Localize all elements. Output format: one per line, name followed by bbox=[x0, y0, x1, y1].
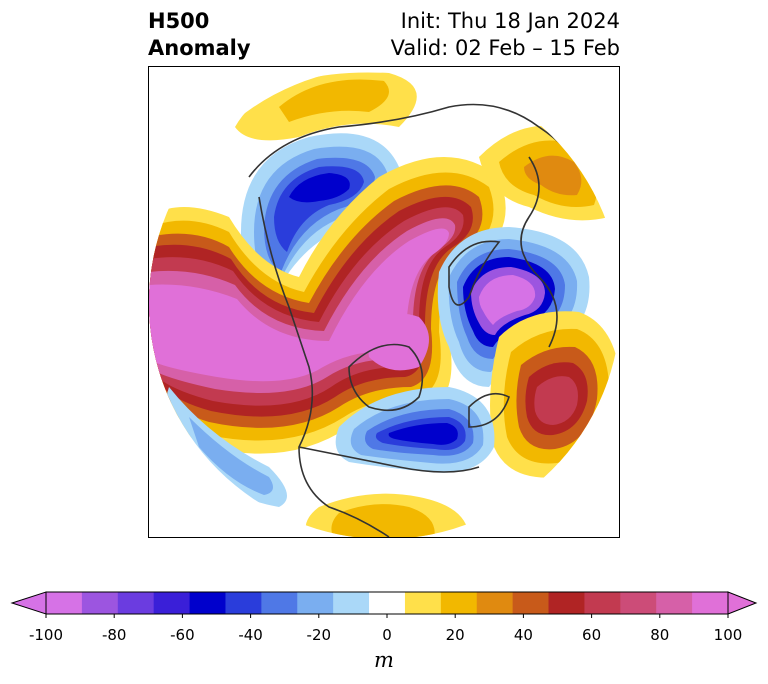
title-line-1: H500 bbox=[148, 9, 210, 33]
colorbar-tick-label: -40 bbox=[238, 626, 263, 644]
colorbar-segment bbox=[512, 592, 550, 614]
colorbar-segment bbox=[46, 592, 83, 614]
colorbar-segment bbox=[297, 592, 334, 614]
colorbar-segment bbox=[333, 592, 370, 614]
colorbar-segment bbox=[369, 592, 406, 614]
colorbar-segment bbox=[81, 592, 119, 614]
colorbar-tick-label: 40 bbox=[513, 626, 533, 644]
colorbar-segment bbox=[548, 592, 585, 614]
colorbar-tick-label: 0 bbox=[382, 626, 392, 644]
valid-period: Valid: 02 Feb – 15 Feb bbox=[390, 36, 620, 60]
colorbar-segment bbox=[117, 592, 155, 614]
colorbar-segments bbox=[10, 591, 758, 615]
anomaly-eastern-na-negative bbox=[335, 387, 495, 473]
title-line-2: Anomaly bbox=[148, 36, 251, 60]
anomaly-map bbox=[148, 66, 620, 538]
anomaly-map-svg bbox=[149, 67, 619, 537]
colorbar-tick-label: 20 bbox=[445, 626, 465, 644]
colorbar-ticks bbox=[45, 614, 729, 618]
colorbar-segment bbox=[584, 592, 621, 614]
colorbar-tick-label: -20 bbox=[306, 626, 332, 644]
colorbar-segment bbox=[692, 592, 729, 614]
colorbar-tick-label: 100 bbox=[713, 626, 743, 644]
colorbar-segment bbox=[440, 592, 478, 614]
init-date: Init: Thu 18 Jan 2024 bbox=[400, 9, 620, 33]
colorbar bbox=[10, 591, 758, 618]
colorbar-unit: m bbox=[374, 648, 394, 672]
colorbar-under-extension bbox=[10, 591, 47, 615]
colorbar-tick-label: 60 bbox=[582, 626, 602, 644]
colorbar-tick-label: -100 bbox=[28, 626, 64, 644]
colorbar-segment bbox=[261, 592, 298, 614]
colorbar-over-extension bbox=[727, 591, 758, 615]
anomaly-europe-negative bbox=[437, 227, 590, 387]
pole-region bbox=[365, 313, 429, 371]
colorbar-segment bbox=[656, 592, 693, 614]
colorbar-tick-label: -80 bbox=[101, 626, 127, 644]
colorbar-segment bbox=[189, 592, 226, 614]
date-info: Init: Thu 18 Jan 2024 Valid: 02 Feb – 15… bbox=[391, 8, 620, 62]
colorbar-segment bbox=[225, 592, 262, 614]
anomaly-gulf-positive bbox=[305, 493, 469, 537]
colorbar-tick-label: -60 bbox=[170, 626, 195, 644]
colorbar-tick-label: 80 bbox=[650, 626, 670, 644]
anomaly-siberia-negative bbox=[240, 133, 400, 307]
map-title: H500 Anomaly bbox=[148, 8, 251, 62]
anomaly-arctic-positive bbox=[149, 157, 506, 454]
colorbar-segment bbox=[476, 592, 514, 614]
anomaly-atlantic-positive bbox=[490, 311, 619, 478]
colorbar-segment bbox=[620, 592, 657, 614]
colorbar-segment bbox=[153, 592, 191, 614]
anomaly-pacific-negative bbox=[165, 387, 287, 507]
coastlines bbox=[248, 103, 590, 537]
colorbar-segment bbox=[404, 592, 442, 614]
